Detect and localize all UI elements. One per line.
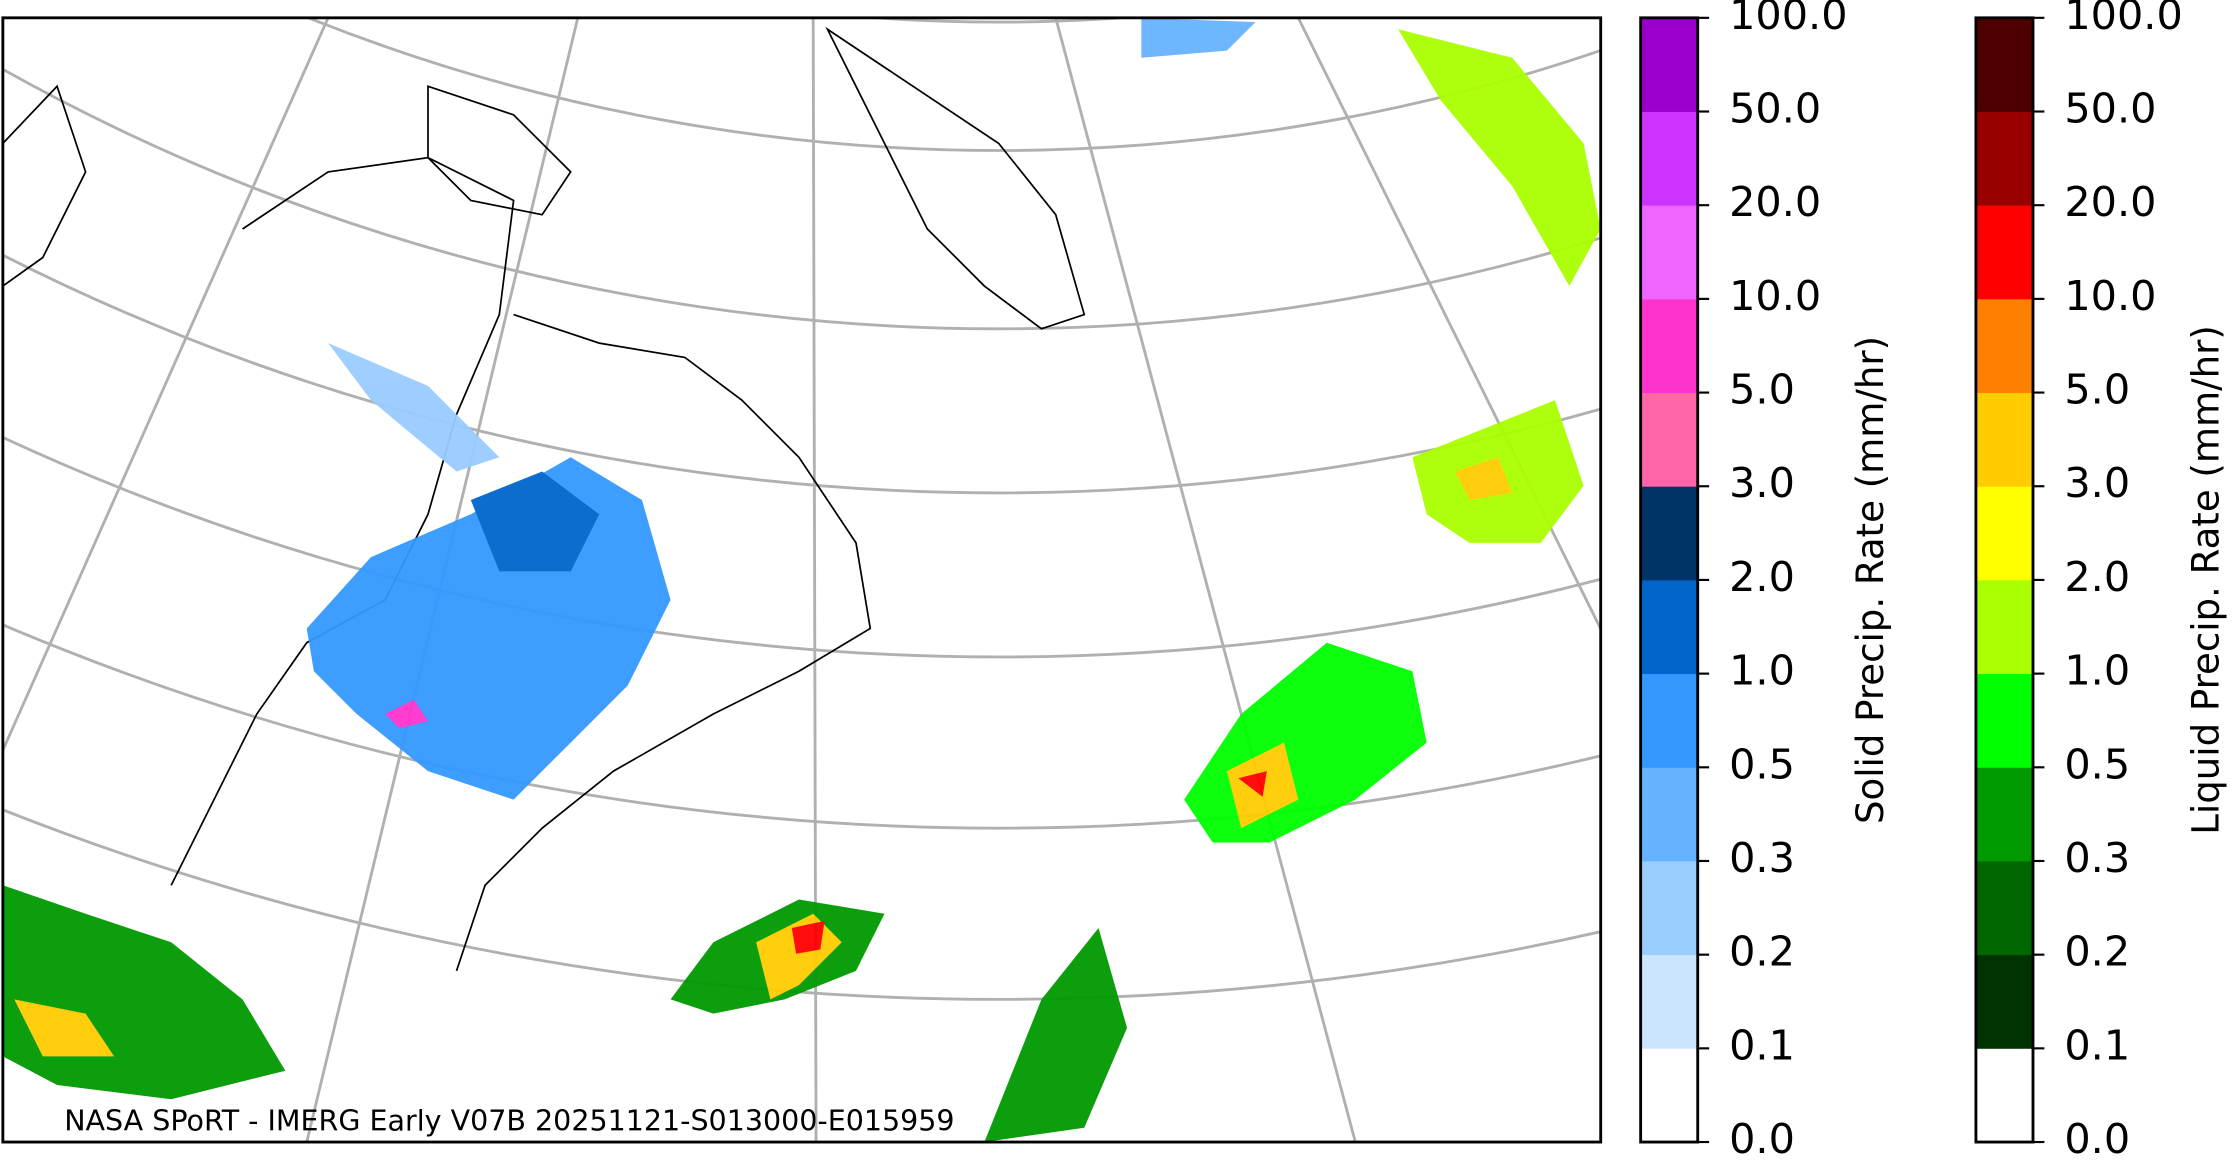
- colorbar-bin: [1640, 17, 1698, 112]
- colorbar-tick-label: 0.1: [1729, 1021, 1795, 1069]
- colorbar-bin: [1975, 767, 2033, 862]
- colorbar-bin: [1975, 579, 2033, 675]
- colorbar-tick-label: 0.2: [1729, 928, 1795, 976]
- colorbar-tick-label: 10.0: [2064, 272, 2156, 320]
- colorbar-tick-label: 0.0: [1729, 1115, 1795, 1163]
- colorbar-bin: [1640, 111, 1698, 206]
- map-frame: [1, 16, 1603, 1144]
- colorbar-tick-label: 1.0: [2064, 647, 2130, 695]
- colorbar-tick-label: 0.3: [1729, 834, 1795, 882]
- colorbar-tick-label: 50.0: [2064, 85, 2156, 133]
- colorbar-tick-label: 20.0: [2064, 178, 2156, 226]
- colorbar-bin: [1640, 392, 1698, 487]
- coastlines: [2, 26, 1086, 972]
- colorbar-tick-label: 0.2: [2064, 928, 2130, 976]
- colorbar-label: Solid Precip. Rate (mm/hr): [1849, 336, 1892, 824]
- colorbar-bin: [1640, 486, 1698, 581]
- colorbar-tick-label: 2.0: [2064, 553, 2130, 601]
- colorbar-bin: [1975, 392, 2033, 487]
- colorbar-bin: [1975, 486, 2033, 581]
- colorbar-bin: [1640, 298, 1698, 393]
- colorbar-tick-label: 3.0: [1729, 459, 1795, 507]
- colorbar-tick-label: 5.0: [2064, 366, 2130, 414]
- colorbar-bin: [1640, 1048, 1698, 1143]
- colorbar-bin: [1975, 1048, 2033, 1143]
- map: [2, 17, 1601, 1143]
- colorbar-bin: [1640, 860, 1698, 956]
- colorbar-tick-label: 1.0: [1729, 647, 1795, 695]
- colorbar-tick-label: 2.0: [1729, 553, 1795, 601]
- colorbar-tick-label: 0.5: [2064, 740, 2130, 788]
- colorbar-bin: [1975, 205, 2033, 300]
- colorbar-label: Liquid Precip. Rate (mm/hr): [2184, 325, 2227, 835]
- colorbar-bin: [1975, 954, 2033, 1049]
- colorbar-bin: [1640, 673, 1698, 768]
- colorbar-tick-label: 0.0: [2064, 1115, 2130, 1163]
- colorbar-bin: [1640, 954, 1698, 1049]
- colorbar-tick-label: 0.3: [2064, 834, 2130, 882]
- colorbar-tick-label: 50.0: [1729, 85, 1821, 133]
- colorbar-tick-label: 0.5: [1729, 740, 1795, 788]
- colorbar-bin: [1975, 860, 2033, 956]
- map-credit: NASA SPoRT - IMERG Early V07B 20251121-S…: [64, 1105, 954, 1138]
- colorbar-bin: [1640, 205, 1698, 300]
- colorbar-tick-label: 20.0: [1729, 178, 1821, 226]
- colorbar-bin: [1640, 767, 1698, 862]
- colorbar-tick-label: 100.0: [1729, 0, 1847, 39]
- colorbar-tick-label: 100.0: [2064, 0, 2182, 39]
- colorbar-tick-label: 10.0: [1729, 272, 1821, 320]
- colorbar-tick-label: 0.1: [2064, 1021, 2130, 1069]
- colorbar-tick-label: 5.0: [1729, 366, 1795, 414]
- colorbar-bin: [1975, 673, 2033, 768]
- precipitation: [2, 17, 1601, 1143]
- colorbar-bin: [1975, 17, 2033, 112]
- colorbar-bin: [1975, 298, 2033, 393]
- colorbar-bin: [1640, 579, 1698, 675]
- colorbar-bin: [1975, 111, 2033, 206]
- colorbar-tick-label: 3.0: [2064, 459, 2130, 507]
